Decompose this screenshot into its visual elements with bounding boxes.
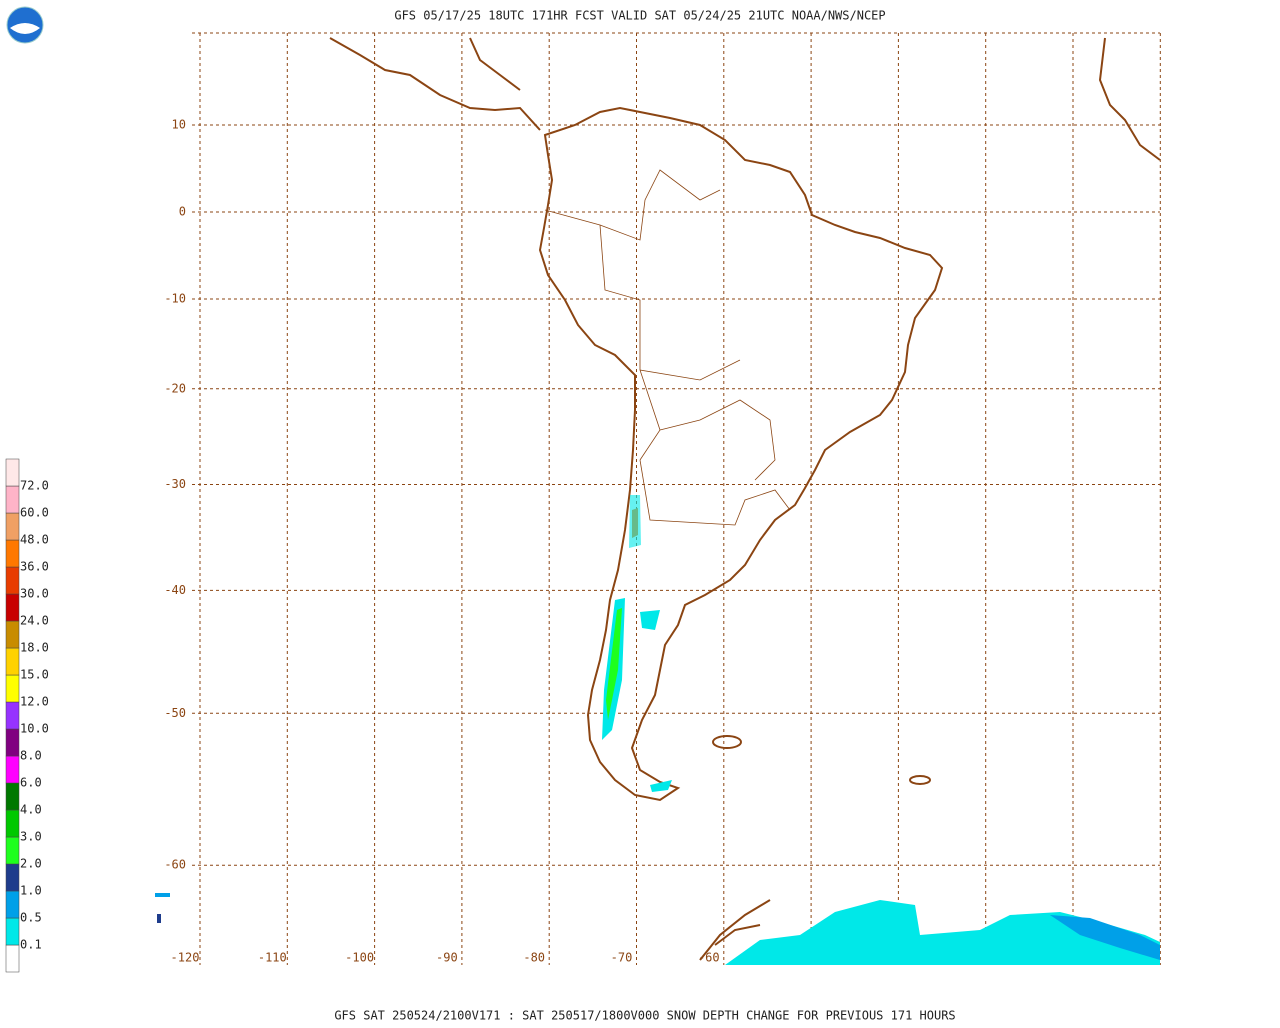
antarctica-snow: [725, 900, 1160, 965]
lon-label: -120: [171, 951, 200, 965]
lon-label: -110: [258, 951, 287, 965]
antarctica-snow-deep: [1050, 915, 1160, 960]
legend-swatch: [5, 458, 20, 487]
legend-label: 60.0: [20, 506, 49, 520]
legend-swatch: [5, 863, 20, 892]
legend-swatch: [5, 485, 20, 514]
central-america-coast: [329, 37, 541, 131]
country-borders: [544, 169, 791, 526]
legend-swatch: [5, 890, 20, 919]
lon-label: -70: [611, 951, 633, 965]
lat-label: -40: [164, 583, 186, 597]
south-america-coast: [538, 106, 944, 802]
legend-label: 30.0: [20, 587, 49, 601]
snow-speck: [155, 893, 170, 897]
legend-swatch: [5, 701, 20, 730]
legend-label: 4.0: [20, 803, 42, 817]
lat-label: -50: [164, 706, 186, 720]
legend-label: 24.0: [20, 614, 49, 628]
lat-label: 0: [179, 205, 186, 219]
legend-label: 3.0: [20, 830, 42, 844]
footer: GFS SAT 250524/2100V171 : SAT 250517/180…: [334, 1009, 955, 1023]
legend-swatch: [5, 809, 20, 838]
coastlines: [329, 37, 1161, 961]
legend-label: 2.0: [20, 857, 42, 871]
lat-label: -60: [164, 858, 186, 872]
africa-coast: [1098, 37, 1161, 161]
legend-swatch: [5, 647, 20, 676]
legend-swatch: [5, 755, 20, 784]
lat-label: -10: [164, 292, 186, 306]
south-georgia: [909, 775, 931, 785]
legend-swatch: [5, 512, 20, 541]
antarctic-peninsula: [699, 899, 771, 961]
lat-label: -30: [164, 477, 186, 491]
legend-label: 48.0: [20, 533, 49, 547]
legend-label: 8.0: [20, 749, 42, 763]
legend-swatch: [5, 728, 20, 757]
legend-swatch: [5, 593, 20, 622]
legend-swatch: [5, 917, 20, 946]
legend-label: 6.0: [20, 776, 42, 790]
lat-label: -20: [164, 381, 186, 395]
legend-swatch: [5, 539, 20, 568]
andes-snow: [629, 495, 641, 548]
legend-label: 15.0: [20, 668, 49, 682]
legend-label: 12.0: [20, 695, 49, 709]
noaa-logo-wave: [10, 23, 40, 34]
lon-label: -90: [436, 951, 458, 965]
snow-speck: [157, 914, 161, 923]
legend-swatch: [5, 836, 20, 865]
falkland-islands: [712, 735, 742, 749]
legend-label: 18.0: [20, 641, 49, 655]
legend: 0.1 0.5 1.0 2.0 3.0 4.0 6.0 8.0 10.0 12.0 15.0 18.0…: [5, 458, 49, 973]
legend-label: 0.5: [20, 911, 42, 925]
lat-label: 10: [172, 117, 186, 131]
legend-swatch: [5, 944, 20, 973]
lon-label: -100: [345, 951, 374, 965]
legend-label: 0.1: [20, 938, 42, 952]
lon-label: -60: [698, 951, 720, 965]
legend-swatch: [5, 782, 20, 811]
lon-label: -80: [523, 951, 545, 965]
legend-label: 1.0: [20, 884, 42, 898]
snow-patches: [155, 495, 1160, 965]
patagonia-snow-green: [606, 608, 622, 720]
legend-label: 36.0: [20, 560, 49, 574]
legend-swatch: [5, 566, 20, 595]
legend-label: 72.0: [20, 479, 49, 493]
legend-label: 10.0: [20, 722, 49, 736]
legend-swatch: [5, 620, 20, 649]
legend-swatch: [5, 674, 20, 703]
title: GFS 05/17/25 18UTC 171HR FCST VALID SAT …: [394, 9, 885, 23]
grid: -120 -110 -100 -90 -80 -70 -60 -50 -40 -30 -20 10 0 -…: [164, 32, 1161, 965]
